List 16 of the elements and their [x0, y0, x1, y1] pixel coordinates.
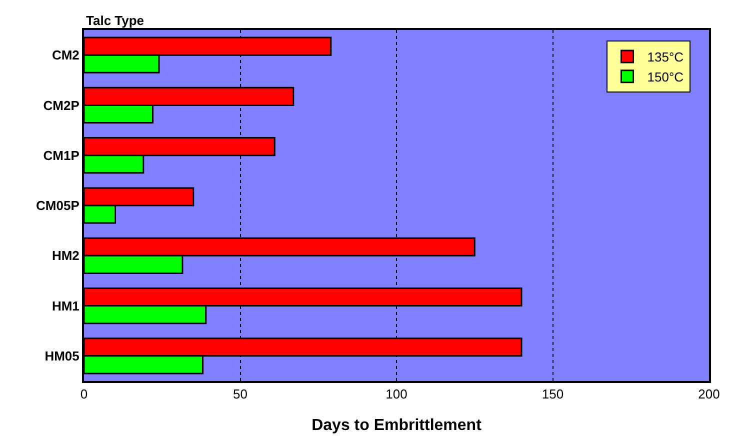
x-tick-label: 0 [80, 386, 88, 402]
y-tick-label: HM05 [44, 348, 80, 364]
y-tick-label: CM2 [52, 48, 80, 63]
y-axis-title: Talc Type [86, 13, 144, 28]
y-tick-label: CM1P [43, 148, 80, 163]
y-tick-label: CM2P [43, 98, 80, 113]
x-tick-label: 200 [698, 386, 720, 402]
y-tick-label: HM2 [52, 248, 80, 264]
x-axis-title: Days to Embrittlement [312, 416, 482, 434]
y-tick-label: CM05P [36, 198, 80, 214]
y-tick-label: HM1 [52, 298, 80, 314]
x-tick-label: 50 [233, 386, 248, 402]
x-tick-label: 150 [542, 386, 564, 402]
x-tick-label: 100 [386, 386, 408, 402]
legend-label: 135°C [647, 50, 684, 65]
legend-label: 150°C [647, 69, 684, 84]
